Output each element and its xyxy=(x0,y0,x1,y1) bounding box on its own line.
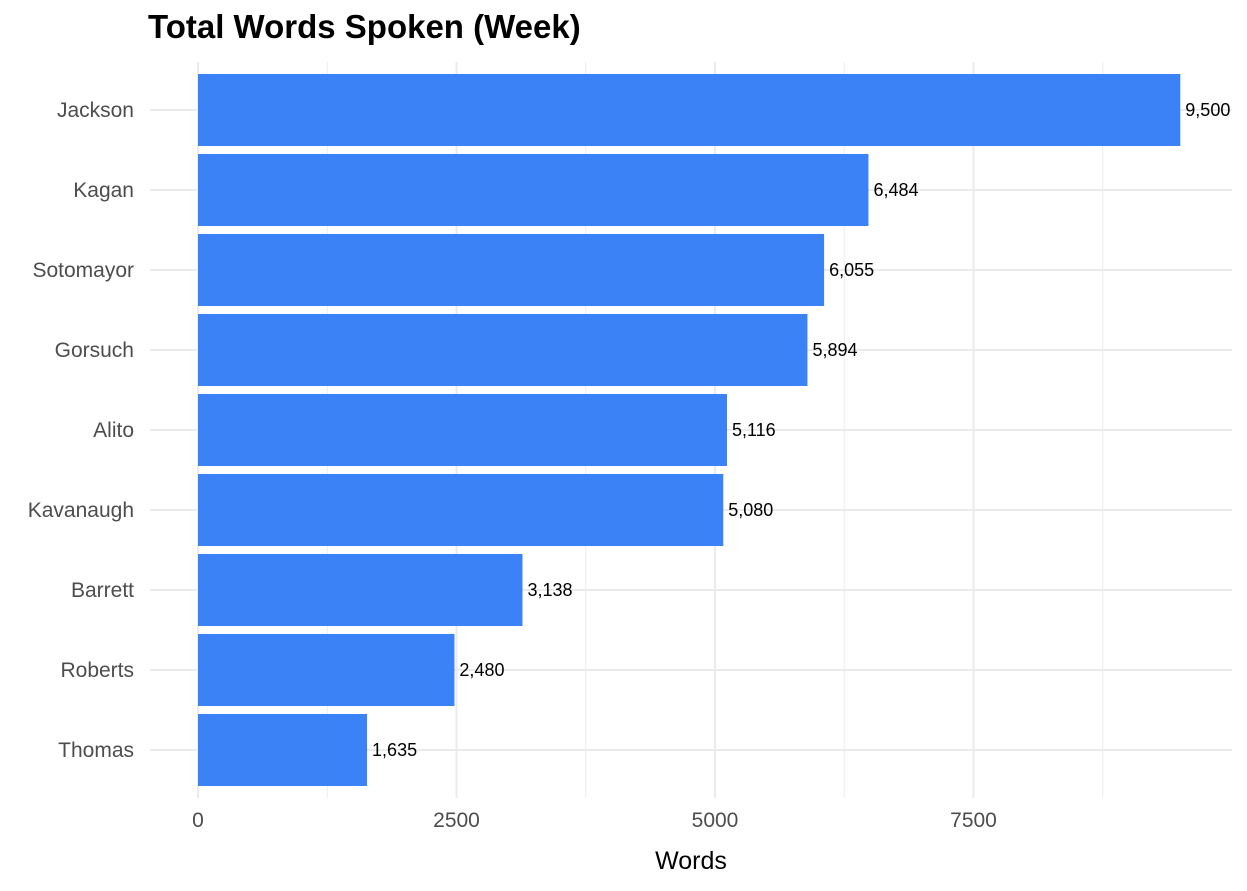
data-label-thomas: 1,635 xyxy=(372,740,417,760)
y-tick-label: Kavanaugh xyxy=(28,499,134,522)
x-tick-label: 0 xyxy=(192,809,204,832)
x-axis-tick-labels: 0 2500 5000 7500 xyxy=(192,809,997,832)
y-tick-label: Barrett xyxy=(71,579,134,602)
x-tick-label: 5000 xyxy=(692,809,739,832)
bar-thomas xyxy=(198,714,368,786)
bar-jackson xyxy=(198,74,1181,146)
x-tick-label: 7500 xyxy=(950,809,997,832)
y-tick-label: Alito xyxy=(93,419,134,442)
x-tick-label: 2500 xyxy=(433,809,480,832)
bar-sotomayor xyxy=(198,234,825,306)
data-labels: 9,500 6,484 6,055 5,894 5,116 5,080 3,138 2,480… xyxy=(372,100,1230,760)
data-label-barrett: 3,138 xyxy=(527,580,572,600)
bars xyxy=(198,74,1181,786)
data-label-kavanaugh: 5,080 xyxy=(728,500,773,520)
y-tick-label: Gorsuch xyxy=(55,339,134,362)
data-label-gorsuch: 5,894 xyxy=(812,340,857,360)
bar-kavanaugh xyxy=(198,474,724,546)
y-axis-tick-labels: Jackson Kagan Sotomayor Gorsuch Alito Kavanau… xyxy=(28,99,134,762)
x-axis-title: Words xyxy=(655,847,727,875)
data-label-alito: 5,116 xyxy=(732,420,776,440)
bar-alito xyxy=(198,394,727,466)
y-tick-label: Sotomayor xyxy=(32,259,134,282)
chart-title: Total Words Spoken (Week) xyxy=(148,8,581,45)
y-tick-label: Roberts xyxy=(60,659,134,682)
data-label-kagan: 6,484 xyxy=(873,180,918,200)
y-tick-label: Kagan xyxy=(73,179,134,202)
bar-barrett xyxy=(198,554,523,626)
data-label-roberts: 2,480 xyxy=(459,660,504,680)
y-tick-label: Jackson xyxy=(57,99,134,122)
bar-roberts xyxy=(198,634,455,706)
data-label-jackson: 9,500 xyxy=(1185,100,1230,120)
data-label-sotomayor: 6,055 xyxy=(829,260,874,280)
bar-gorsuch xyxy=(198,314,808,386)
y-tick-label: Thomas xyxy=(58,739,134,762)
bar-kagan xyxy=(198,154,869,226)
